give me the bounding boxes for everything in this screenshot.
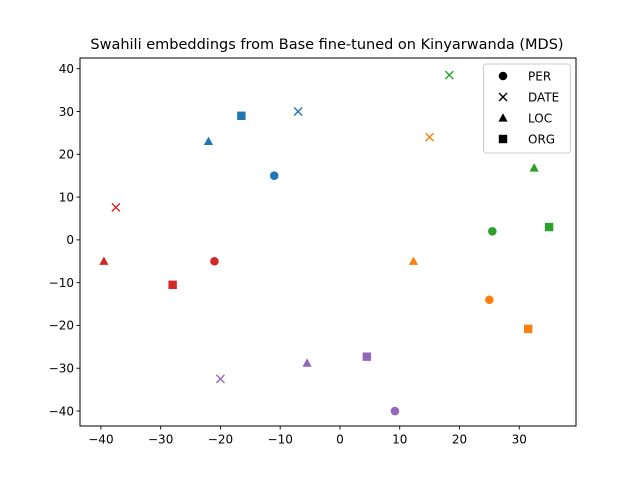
data-point-green-circle <box>488 227 497 236</box>
legend-label: DATE <box>528 90 559 104</box>
y-axis: −40 −30 −20 −10 0 10 20 30 40 <box>49 62 80 418</box>
y-tick-label: −40 <box>49 404 74 418</box>
legend-label: ORG <box>528 132 555 146</box>
plot-frame <box>79 57 577 427</box>
data-point-blue-triangle <box>203 136 214 146</box>
data-point-purple-x <box>215 374 225 384</box>
data-point-purple-circle <box>390 406 400 416</box>
data-point-green-x <box>444 70 454 80</box>
legend-marker-x <box>498 92 508 102</box>
data-point-red-circle <box>210 256 219 266</box>
legend-marker-circle <box>498 71 508 81</box>
data-point-red-x <box>111 202 121 212</box>
y-tick-label: 20 <box>59 148 74 162</box>
data-points <box>99 70 554 416</box>
legend-label: PER <box>528 69 551 83</box>
y-tick-label: 30 <box>59 105 74 119</box>
x-tick-label: 0 <box>336 433 344 447</box>
data-point-blue-circle <box>269 171 279 180</box>
y-tick-label: −10 <box>49 276 74 290</box>
data-point-orange-triangle <box>408 256 419 265</box>
data-point-orange-circle <box>485 295 494 305</box>
y-tick-label: 10 <box>59 190 74 204</box>
data-point-orange-square <box>523 324 533 334</box>
x-tick-label: 10 <box>392 433 407 447</box>
data-point-blue-x <box>293 106 303 116</box>
x-tick-label: −20 <box>208 433 233 447</box>
x-tick-label: −30 <box>148 433 173 447</box>
data-point-purple-square <box>362 352 372 361</box>
data-point-blue-square <box>237 111 246 120</box>
x-axis: −40 −30 −20 −10 0 10 20 30 <box>88 426 527 447</box>
y-tick-label: 0 <box>66 233 74 247</box>
legend-marker-triangle <box>498 113 508 122</box>
data-point-green-square <box>544 222 554 232</box>
data-point-orange-x <box>425 132 435 142</box>
y-tick-label: 40 <box>59 62 74 76</box>
x-tick-label: −10 <box>268 433 293 447</box>
legend-marker-square <box>498 134 508 144</box>
legend-box <box>483 63 571 154</box>
legend-label: LOC <box>528 111 552 125</box>
x-tick-label: −40 <box>88 433 113 447</box>
data-point-red-square <box>168 280 177 289</box>
x-tick-label: 30 <box>512 433 527 447</box>
data-point-red-triangle <box>99 256 109 265</box>
data-point-green-triangle <box>529 163 539 172</box>
y-tick-label: −30 <box>49 362 74 376</box>
y-tick-label: −20 <box>49 319 74 333</box>
data-point-purple-triangle <box>302 358 312 367</box>
legend: PER DATE LOC ORG <box>483 63 571 154</box>
chart-title: Swahili embeddings from Base fine-tuned … <box>90 37 563 53</box>
x-tick-label: 20 <box>452 433 467 447</box>
